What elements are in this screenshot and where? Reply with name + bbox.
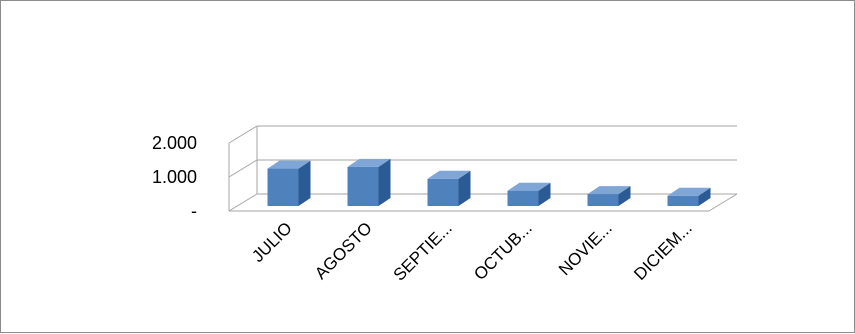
- bar-side: [538, 182, 551, 206]
- x-category-label: JULIO: [248, 218, 296, 266]
- bar-side: [618, 186, 631, 206]
- floor-right-edge: [708, 193, 738, 212]
- x-category-label: SEPTIE...: [390, 218, 456, 284]
- bar-side: [298, 160, 311, 206]
- bar: [427, 170, 471, 206]
- y-tick-label: 2.000: [152, 133, 197, 153]
- side-wall-gridline: [228, 159, 258, 178]
- bar: [667, 187, 711, 206]
- bar: [507, 182, 551, 206]
- side-wall-gridline: [228, 193, 258, 212]
- side-wall-gridline: [228, 125, 258, 144]
- y-tick-label: -: [191, 201, 197, 221]
- bar-front: [667, 195, 699, 206]
- bar: [587, 186, 631, 206]
- bar-front: [347, 166, 379, 206]
- bar-top: [347, 158, 391, 167]
- bar-front: [427, 178, 459, 206]
- x-category-label: AGOSTO: [311, 218, 376, 283]
- bar: [267, 160, 311, 206]
- bar: [347, 158, 391, 206]
- bar-top: [587, 186, 631, 195]
- x-category-label: OCTUB...: [470, 218, 536, 284]
- x-category-label: NOVIE...: [555, 218, 616, 279]
- bar-top: [667, 187, 711, 196]
- bar-front: [267, 168, 299, 206]
- bar-top: [427, 170, 471, 179]
- bar-top: [507, 182, 551, 191]
- bar-side: [378, 158, 391, 206]
- bar-side: [458, 170, 471, 206]
- bar-top: [267, 160, 311, 169]
- bar-front: [507, 190, 539, 206]
- bar-front: [587, 194, 619, 206]
- bar-side: [698, 187, 711, 206]
- y-tick-label: 1.000: [152, 167, 197, 187]
- x-category-label: DICIEM...: [630, 218, 696, 284]
